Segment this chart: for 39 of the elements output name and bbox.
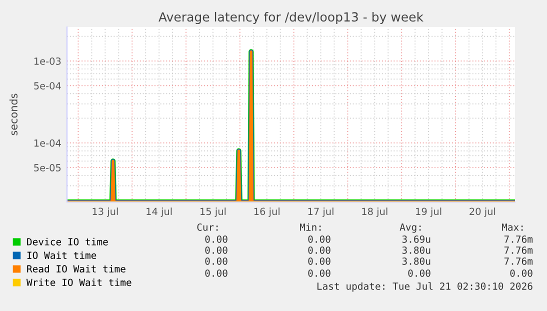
text: 0.00 — [308, 246, 330, 254]
legend-label: IO Wait time — [27, 251, 96, 259]
text: 0.00 — [308, 269, 330, 277]
text: 0.00 — [205, 246, 228, 254]
legend-label: Device IO time — [27, 238, 108, 246]
text: Avg: — [400, 224, 421, 233]
text: 7.76m — [504, 246, 533, 254]
text: 0.00 — [205, 257, 228, 265]
text: 3.80u — [402, 246, 430, 254]
legend-label: Write IO Wait time — [26, 278, 132, 286]
text: 0.00 — [408, 269, 430, 277]
x-tick-label: 18 jul — [362, 208, 388, 217]
y-tick-label: 5e-05 — [34, 164, 61, 172]
chart-title: Average latency for /dev/loop13 - by week — [158, 12, 424, 24]
legend-label: Read IO Wait time — [27, 265, 126, 273]
y-tick-label: 1e-04 — [34, 139, 61, 147]
x-tick-label: 17 jul — [308, 208, 334, 217]
text: Min: — [300, 223, 321, 231]
x-tick-label: 16 jul — [254, 208, 280, 217]
x-tick-label: 20 jul — [470, 208, 496, 217]
x-tick-label: 19 jul — [416, 208, 442, 217]
y-tick-label: 5e-04 — [34, 82, 61, 90]
text: 3.69u — [402, 235, 430, 243]
text: 0.00 — [205, 235, 228, 243]
y-axis-title: seconds — [9, 94, 18, 136]
text: Last update: Tue Jul 21 02:30:10 2026 — [317, 282, 532, 292]
text: 7.76m — [504, 257, 533, 265]
text: Cur: — [197, 223, 218, 231]
x-tick-label: 14 jul — [146, 208, 172, 217]
text: 3.80u — [402, 257, 430, 265]
text: 0.00 — [308, 257, 330, 265]
text: 0.00 — [205, 269, 228, 277]
x-tick-label: 13 jul — [92, 208, 118, 217]
x-tick-label: 15 jul — [200, 208, 226, 217]
text: 7.76m — [504, 235, 533, 243]
y-tick-label: 1e-03 — [34, 57, 61, 65]
text: 0.00 — [510, 269, 532, 277]
text: Max: — [502, 224, 523, 231]
text: 0.00 — [308, 235, 330, 243]
